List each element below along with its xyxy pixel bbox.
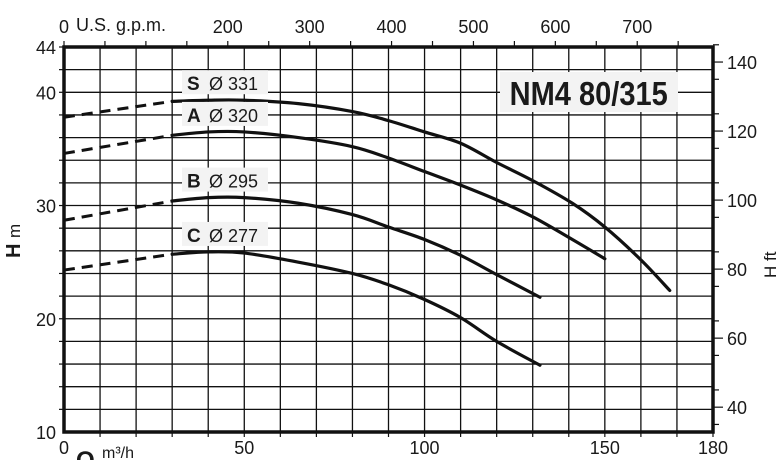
x-axis-unit: m³/h (102, 445, 134, 460)
right-tick-label: 120 (727, 122, 757, 142)
top-tick-label: 0 (59, 17, 69, 37)
curve-C (170, 250, 542, 367)
right-tick-label: 140 (727, 53, 757, 73)
curve-label-name: S (187, 74, 200, 95)
curve-label-bg (182, 167, 268, 192)
y-axis-title: H m (3, 224, 25, 258)
title-box: NM4 80/315 (500, 72, 678, 112)
curve-label-name: B (187, 172, 201, 193)
curve-B (170, 195, 542, 299)
x-tick-label: 50 (234, 438, 254, 458)
x-tick-label: 180 (698, 438, 728, 458)
x-tick-label: 100 (410, 438, 440, 458)
chart-title: NM4 80/315 (510, 75, 668, 112)
curve-label-bg (182, 221, 268, 246)
y-tick-label: 30 (36, 197, 56, 217)
axes (59, 41, 723, 437)
curve-B-dashed (63, 199, 173, 222)
curve-C-dashed (63, 252, 173, 272)
curve-S (170, 98, 672, 293)
x-axis-label: Q (76, 447, 95, 460)
curve-A (170, 129, 607, 261)
x-tick-label: 150 (590, 438, 620, 458)
top-tick-label: 700 (622, 17, 652, 37)
y-tick-label: 20 (36, 310, 56, 330)
y-tick-label: 44 (36, 38, 56, 58)
top-tick-label: 400 (377, 17, 407, 37)
curve-label-bg (182, 101, 268, 126)
top-tick-label: 300 (295, 17, 325, 37)
top-tick-label: 500 (458, 17, 488, 37)
curve-A-dashed (63, 133, 173, 155)
curve-label-name: C (187, 226, 201, 247)
y-tick-label: 40 (36, 83, 56, 103)
curve-label-diameter: Ø 277 (209, 226, 258, 246)
right-tick-label: 40 (727, 398, 747, 418)
curve-label-diameter: Ø 331 (209, 74, 258, 94)
right-axis-label: H ft (761, 251, 780, 278)
y-tick-label: 10 (36, 423, 56, 443)
curve-label-diameter: Ø 295 (209, 172, 258, 192)
y-axis-label: H (3, 244, 25, 258)
grid (64, 47, 713, 432)
curve-label-bg (182, 70, 268, 95)
curve-label-diameter: Ø 320 (209, 106, 258, 126)
top-axis-label: U.S. g.p.m. (76, 15, 166, 35)
curve-S-dashed (63, 99, 173, 119)
right-tick-label: 100 (727, 191, 757, 211)
y-axis-unit: m (5, 224, 24, 238)
right-tick-label: 60 (727, 329, 747, 349)
top-tick-label: 600 (540, 17, 570, 37)
top-tick-label: 200 (213, 17, 243, 37)
curves (63, 98, 672, 367)
x-tick-label: 0 (59, 438, 69, 458)
right-tick-label: 80 (727, 260, 747, 280)
curve-label-name: A (187, 106, 201, 127)
